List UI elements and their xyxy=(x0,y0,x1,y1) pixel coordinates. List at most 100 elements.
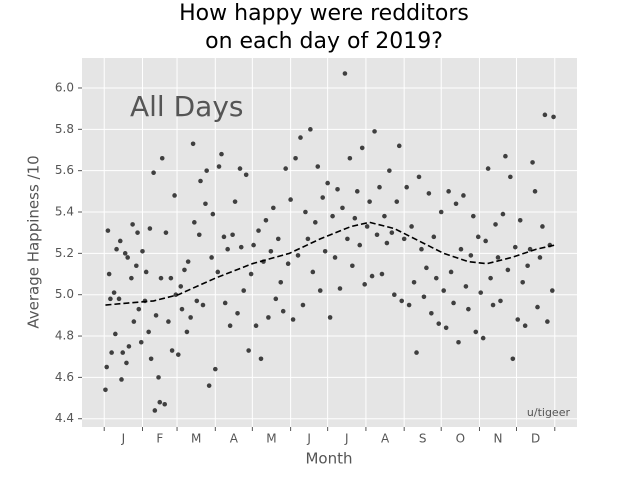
y-tick-label: 6.0 xyxy=(55,80,74,94)
y-tick-label: 5.8 xyxy=(55,122,74,136)
point xyxy=(419,246,424,252)
grid: 4.4 4.6 4.8 5.0 5.2 5.4 5.6 5.8 6.0 J F M A M J J A S O N D xyxy=(55,58,577,446)
point xyxy=(221,234,227,240)
point xyxy=(478,290,484,295)
point xyxy=(433,275,439,281)
point xyxy=(490,302,496,308)
point xyxy=(337,286,343,291)
point xyxy=(280,308,286,314)
x-tick-label: J xyxy=(306,432,311,446)
point xyxy=(103,387,108,393)
point xyxy=(369,273,375,279)
point xyxy=(293,155,298,161)
point xyxy=(313,220,318,225)
annotation: u/tigeer xyxy=(527,406,571,419)
point xyxy=(330,213,335,219)
point xyxy=(152,408,158,413)
point xyxy=(268,248,274,254)
point xyxy=(317,288,323,293)
point xyxy=(345,236,350,242)
point xyxy=(315,164,321,169)
point xyxy=(184,329,190,335)
point xyxy=(416,174,422,180)
point xyxy=(136,306,142,312)
annotation: All Days xyxy=(130,90,244,123)
chart-title: on each day of 2019? xyxy=(205,29,443,54)
point xyxy=(273,296,279,302)
y-tick-label: 5.4 xyxy=(55,205,74,219)
point xyxy=(241,288,247,293)
point xyxy=(146,329,151,335)
point xyxy=(463,284,469,289)
point xyxy=(473,329,479,335)
point xyxy=(404,184,409,190)
x-tick-label: A xyxy=(381,432,390,446)
point xyxy=(253,323,259,329)
point xyxy=(372,129,377,134)
point xyxy=(517,217,523,223)
point xyxy=(216,164,222,169)
point xyxy=(251,242,256,248)
point xyxy=(182,267,187,273)
marks xyxy=(103,71,556,413)
point xyxy=(429,311,434,316)
point xyxy=(230,232,235,238)
point xyxy=(409,224,414,229)
point xyxy=(266,315,271,320)
point xyxy=(275,236,281,242)
point xyxy=(246,348,251,353)
point xyxy=(108,296,113,302)
point xyxy=(426,191,432,196)
point xyxy=(540,224,545,229)
point xyxy=(374,232,380,238)
point xyxy=(106,271,112,277)
point xyxy=(505,267,511,273)
point xyxy=(303,209,308,215)
point xyxy=(421,294,427,300)
point xyxy=(342,71,348,76)
point xyxy=(347,155,353,161)
point xyxy=(122,251,128,256)
x-tick-label: M xyxy=(191,432,201,446)
point xyxy=(190,141,196,147)
y-tick-label: 4.4 xyxy=(55,411,74,425)
point xyxy=(300,302,306,308)
point xyxy=(535,304,540,310)
y-tick-label: 4.6 xyxy=(55,370,74,384)
point xyxy=(382,213,387,219)
trend-line xyxy=(105,221,555,306)
point xyxy=(503,153,508,159)
x-tick-label: D xyxy=(531,432,540,446)
point xyxy=(443,325,449,331)
point xyxy=(222,300,228,306)
point xyxy=(215,269,221,275)
point xyxy=(248,271,254,277)
point xyxy=(458,246,464,252)
point xyxy=(438,209,444,215)
point xyxy=(104,364,109,370)
point xyxy=(399,298,405,304)
point xyxy=(138,339,144,345)
point xyxy=(238,244,244,250)
y-tick-label: 5.2 xyxy=(55,246,74,260)
point xyxy=(114,246,119,252)
point xyxy=(340,205,345,211)
point xyxy=(188,315,193,320)
point xyxy=(389,230,395,235)
point xyxy=(522,323,528,329)
plot-area xyxy=(82,58,577,427)
point xyxy=(295,253,301,258)
point xyxy=(322,248,328,254)
point xyxy=(483,238,488,244)
point xyxy=(325,180,330,186)
point xyxy=(392,292,397,297)
point xyxy=(310,269,316,275)
point xyxy=(271,205,276,211)
point xyxy=(510,356,516,362)
point xyxy=(263,217,269,223)
point xyxy=(175,352,181,357)
point xyxy=(135,230,140,235)
x-tick-label: A xyxy=(230,432,239,446)
point xyxy=(320,195,326,200)
point xyxy=(401,236,407,242)
